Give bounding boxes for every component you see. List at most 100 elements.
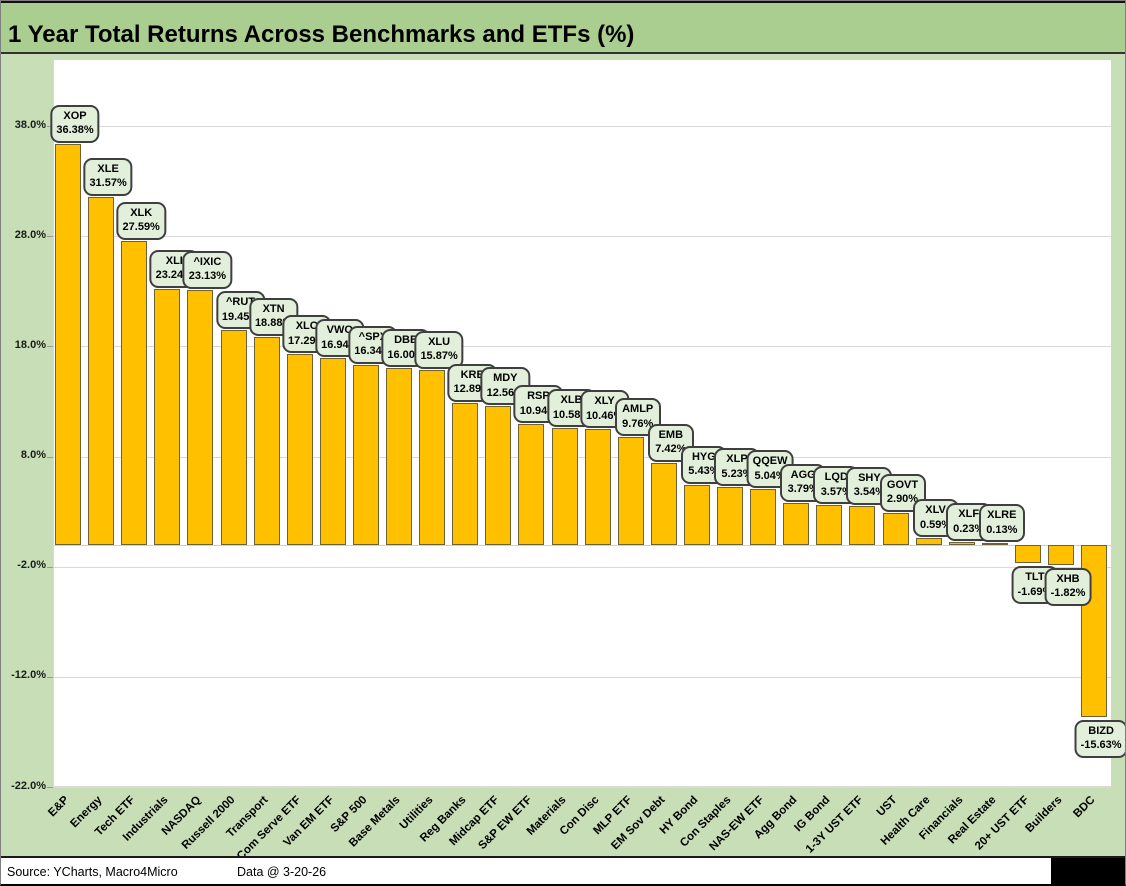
bar-value: 10.46%	[585, 409, 624, 422]
x-axis-band: E&P Energy Tech ETF Industrials NASDAQ Russel…	[46, 788, 1111, 863]
y-axis-tick-mark	[47, 787, 53, 788]
bar-ticker: AMLP	[622, 403, 654, 416]
y-axis-tick-mark	[47, 126, 53, 128]
bar-ticker: HYG	[691, 450, 716, 463]
bar-ticker: XLU	[428, 335, 451, 348]
bar-label-box: XLU 15.87%	[414, 330, 464, 369]
bar-label-box: XLE 31.57%	[83, 157, 133, 196]
footer: Source: YCharts, Macro4Micro Data @ 3-20…	[1, 856, 1125, 884]
y-axis-tick-mark	[47, 676, 53, 678]
bar	[88, 196, 115, 545]
bar	[849, 505, 876, 545]
x-axis-label: UST	[874, 794, 899, 819]
bar-value: 3.54%	[853, 486, 885, 499]
y-axis-tick-mark	[47, 236, 53, 238]
bar	[750, 489, 777, 545]
plot-area: XOP 36.38% XLE 31.57% XLK 27.59% XLI 23.24% ^IXI…	[50, 60, 1125, 788]
y-axis-tick-label: 18.0%	[14, 338, 46, 351]
bar-ticker: XLB	[560, 394, 583, 407]
bar-ticker: EMB	[658, 428, 684, 441]
bar-value: 2.90%	[886, 493, 919, 506]
gridline	[54, 456, 1111, 458]
bar	[518, 424, 545, 545]
bar	[617, 437, 644, 545]
bar-ticker: DBB	[394, 334, 418, 347]
bar-ticker: XOP	[63, 109, 87, 122]
bar	[948, 542, 975, 545]
bar	[1014, 544, 1041, 564]
bar	[551, 428, 578, 545]
bar-value: 5.43%	[688, 465, 720, 478]
bar	[650, 462, 677, 545]
gridline	[54, 126, 1111, 128]
bar-ticker: ^SPX	[358, 330, 388, 343]
bar-value: 0.23%	[953, 522, 985, 535]
bar	[154, 288, 181, 545]
bar	[253, 336, 280, 545]
bar-value: -15.63%	[1080, 739, 1122, 752]
bar	[882, 512, 909, 545]
bar-value: 0.13%	[986, 523, 1018, 536]
bar-ticker: GOVT	[886, 478, 919, 491]
bar-ticker: RSP	[527, 390, 550, 403]
bar	[121, 240, 148, 545]
y-axis-tick-label: 28.0%	[14, 228, 46, 241]
bar-ticker: ^RUT	[225, 296, 256, 309]
bar	[584, 429, 611, 545]
gridline	[54, 787, 1111, 788]
bar	[386, 368, 412, 545]
gridline	[54, 236, 1111, 238]
bar-ticker: XLK	[130, 206, 153, 219]
zero-axis-line	[54, 544, 1111, 546]
bar-ticker: XLV	[925, 504, 946, 517]
bar-label-box: XOP 36.38%	[50, 104, 100, 143]
bar-value: 3.79%	[787, 483, 819, 496]
bar-ticker: MDY	[493, 372, 518, 385]
bar-ticker: XLC	[295, 320, 318, 333]
logo-box	[1051, 858, 1125, 884]
y-axis-tick-label: -12.0%	[11, 669, 46, 682]
bar	[717, 487, 743, 545]
bar	[783, 502, 810, 545]
bar-value: 3.57%	[820, 485, 852, 498]
bar-value: 9.76%	[622, 417, 654, 430]
bar-ticker: AGG	[790, 468, 816, 481]
y-axis-tick-mark	[47, 346, 53, 348]
bar-value: 5.04%	[754, 469, 786, 482]
y-axis-tick-mark	[47, 566, 53, 568]
bar-value: -1.82%	[1050, 587, 1086, 600]
bar	[981, 543, 1008, 546]
bar-ticker: XLF	[958, 508, 980, 521]
bar-ticker: XHB	[1056, 572, 1080, 585]
gridline	[54, 676, 1111, 678]
x-axis-label: BDC	[1071, 794, 1098, 821]
bar-value: 31.57%	[89, 177, 127, 190]
bar	[419, 369, 446, 545]
bar-ticker: XLP	[726, 453, 748, 466]
bar-ticker: XLI	[165, 254, 183, 267]
bar-ticker: XLE	[97, 162, 119, 175]
y-axis-tick-label: 8.0%	[20, 449, 46, 461]
bar-ticker: TLT	[1025, 571, 1045, 584]
bar-ticker: ^IXIC	[193, 255, 222, 268]
bar	[915, 538, 942, 545]
bar-value: 0.59%	[919, 518, 952, 531]
bar	[187, 289, 214, 545]
bar	[319, 358, 346, 545]
bar-ticker: SHY	[858, 471, 881, 484]
bar	[352, 364, 379, 545]
bar-value: -1.69%	[1017, 585, 1053, 598]
bar-value: 7.42%	[655, 443, 687, 456]
bar-ticker: BIZD	[1088, 724, 1114, 737]
bar	[816, 505, 843, 545]
bar-ticker: XLRE	[987, 509, 1017, 522]
bar-value: 36.38%	[56, 124, 94, 137]
bar-label-box: ^IXIC 23.13%	[182, 250, 233, 289]
bar-label-box: XLK 27.59%	[116, 201, 166, 240]
bar	[1048, 544, 1074, 565]
bar-ticker: XLY	[594, 395, 615, 408]
bar-label-box: BIZD -15.63%	[1074, 719, 1125, 758]
bar-value: 23.13%	[188, 270, 227, 283]
y-axis-tick-label: -2.0%	[17, 559, 46, 572]
